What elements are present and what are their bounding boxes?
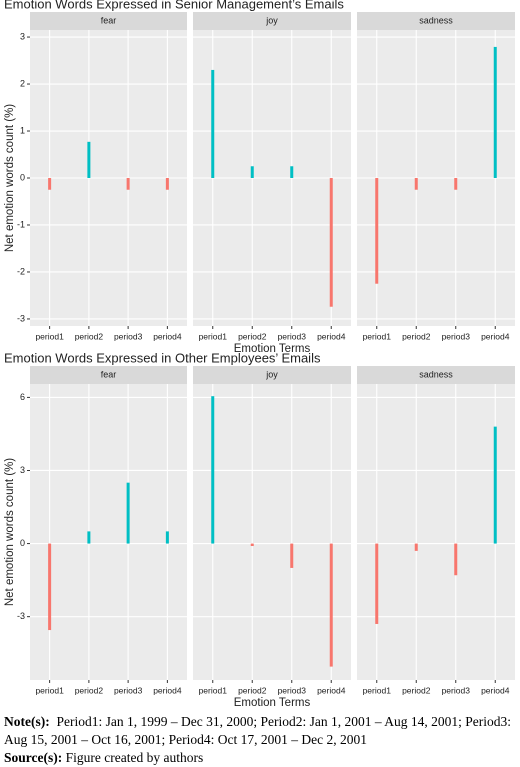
x-tick-label: period3 — [442, 331, 471, 341]
x-axis-title: Emotion Terms — [234, 343, 311, 355]
bar — [493, 46, 497, 178]
x-tick-label: period4 — [153, 331, 182, 341]
source-label: Source(s): — [4, 750, 63, 765]
facet-label: sadness — [419, 369, 453, 379]
y-axis-title: Net emotion words count (%) — [4, 104, 16, 252]
x-tick-label: period2 — [75, 685, 104, 695]
y-tick-label: 6 — [20, 392, 25, 402]
notes: Note(s): Period1: Jan 1, 1999 – Dec 31, … — [4, 713, 514, 767]
y-tick-label: 3 — [20, 465, 25, 475]
facet-label: joy — [265, 369, 278, 379]
bar — [375, 178, 379, 284]
bar — [493, 426, 497, 544]
y-tick-label: 1 — [20, 125, 25, 135]
bar — [48, 543, 52, 631]
chart-title: Emotion Words Expressed in Senior Manage… — [4, 0, 344, 11]
strip — [30, 366, 187, 384]
y-tick-label: 0 — [20, 172, 25, 182]
strip — [357, 366, 515, 384]
panel — [357, 384, 515, 680]
y-axis-title: Net emotion words count (%) — [4, 458, 16, 606]
bar — [250, 166, 254, 178]
bar — [329, 178, 333, 307]
facet-label: fear — [101, 369, 117, 379]
x-tick-label: period1 — [35, 331, 64, 341]
y-tick-label: -3 — [17, 313, 25, 323]
x-tick-label: period4 — [153, 685, 182, 695]
x-tick-label: period2 — [238, 331, 267, 341]
x-tick-label: period4 — [317, 331, 346, 341]
y-tick-label: -2 — [17, 266, 25, 276]
x-tick-label: period1 — [199, 685, 228, 695]
source: Source(s): Figure created by authors — [4, 749, 514, 767]
chart-title: Emotion Words Expressed in Other Employe… — [4, 350, 321, 365]
bar — [454, 543, 458, 576]
y-tick-label: 2 — [20, 78, 25, 88]
bar — [290, 166, 294, 178]
x-tick-label: period1 — [363, 685, 392, 695]
facet-label: sadness — [419, 15, 453, 25]
bar — [165, 531, 169, 544]
bar — [211, 69, 215, 178]
bar — [87, 531, 91, 544]
x-tick-label: period3 — [442, 685, 471, 695]
panel — [193, 384, 351, 680]
bar — [414, 543, 418, 551]
bar — [211, 396, 215, 544]
x-tick-label: period2 — [402, 685, 431, 695]
bar — [48, 178, 52, 190]
x-tick-label: period2 — [402, 331, 431, 341]
y-tick-label: 0 — [20, 538, 25, 548]
strip — [193, 12, 351, 30]
bar — [126, 482, 130, 544]
x-tick-label: period3 — [278, 331, 307, 341]
facet-label: fear — [101, 15, 117, 25]
note-text: Period1: Jan 1, 1999 – Dec 31, 2000; Per… — [4, 714, 511, 747]
bar — [329, 543, 333, 667]
x-tick-label: period4 — [317, 685, 346, 695]
facet-label: joy — [265, 15, 278, 25]
x-tick-label: period3 — [114, 331, 143, 341]
note: Note(s): Period1: Jan 1, 1999 – Dec 31, … — [4, 713, 514, 749]
x-axis-title: Emotion Terms — [234, 697, 311, 709]
source-text: Figure created by authors — [65, 750, 204, 765]
x-tick-label: period1 — [363, 331, 392, 341]
y-tick-label: 3 — [20, 31, 25, 41]
y-tick-label: -3 — [17, 611, 25, 621]
bar — [414, 178, 418, 190]
strip — [30, 12, 187, 30]
x-tick-label: period3 — [114, 685, 143, 695]
bar — [165, 178, 169, 190]
bar — [454, 178, 458, 190]
bar — [126, 178, 130, 190]
y-tick-label: -1 — [17, 219, 25, 229]
strip — [193, 366, 351, 384]
strip — [357, 12, 515, 30]
x-tick-label: period4 — [481, 331, 510, 341]
x-tick-label: period2 — [238, 685, 267, 695]
bar — [290, 543, 294, 568]
x-tick-label: period4 — [481, 685, 510, 695]
x-tick-label: period1 — [199, 331, 228, 341]
chart: Emotion Words Expressed in Senior Manage… — [4, 0, 515, 709]
panel — [30, 384, 187, 680]
x-tick-label: period3 — [278, 685, 307, 695]
bar — [250, 543, 254, 547]
bar — [87, 141, 91, 178]
x-tick-label: period1 — [35, 685, 64, 695]
bar — [375, 543, 379, 624]
note-label: Note(s): — [4, 714, 50, 729]
x-tick-label: period2 — [75, 331, 104, 341]
